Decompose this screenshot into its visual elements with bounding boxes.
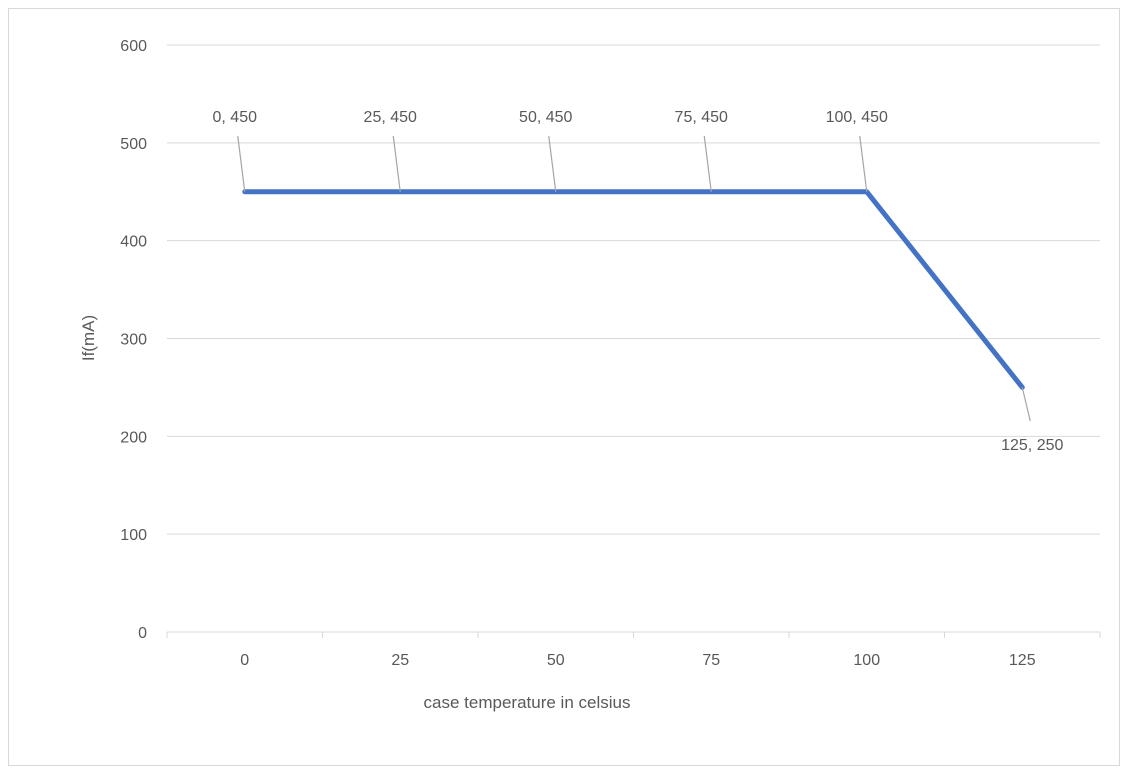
x-axis-title: case temperature in celsius <box>424 693 631 712</box>
x-axis <box>166 631 1101 638</box>
y-tick-label: 0 <box>138 625 147 642</box>
series-line <box>242 189 1025 390</box>
gridlines <box>167 44 1100 535</box>
x-tick-label: 0 <box>240 652 249 669</box>
x-tick-label: 125 <box>1009 652 1036 669</box>
x-tick-label: 25 <box>391 652 409 669</box>
y-tick-label: 600 <box>120 38 147 55</box>
y-tick-label: 100 <box>120 527 147 544</box>
y-tick-label: 200 <box>120 429 147 446</box>
data-label-leader <box>548 135 557 192</box>
data-label: 0, 450 <box>213 109 258 126</box>
data-label-leader <box>392 135 401 192</box>
data-label-leader <box>859 135 868 192</box>
data-label: 100, 450 <box>826 109 888 126</box>
data-label-leader <box>237 135 246 192</box>
y-axis-title: If(mA) <box>79 315 98 361</box>
x-tick-label: 75 <box>702 652 720 669</box>
data-label: 25, 450 <box>364 109 417 126</box>
chart-frame <box>8 8 1120 766</box>
data-label: 125, 250 <box>1001 437 1063 454</box>
y-tick-label: 500 <box>120 136 147 153</box>
data-label-leader <box>1021 387 1031 422</box>
data-labels: 0, 450 25, 450 50, 450 75, 450 100, 450 125, … <box>213 109 1064 454</box>
data-label: 75, 450 <box>675 109 728 126</box>
y-axis-tick-labels: 0 100 200 300 400 500 600 <box>120 38 147 642</box>
series-line <box>242 189 1025 390</box>
y-tick-label: 400 <box>120 234 147 251</box>
x-tick-label: 100 <box>853 652 880 669</box>
x-axis-tick-labels: 0 25 50 75 100 125 <box>240 652 1035 669</box>
y-tick-label: 300 <box>120 332 147 349</box>
x-tick-label: 50 <box>547 652 565 669</box>
data-label-leader <box>703 135 712 192</box>
data-label: 50, 450 <box>519 109 572 126</box>
